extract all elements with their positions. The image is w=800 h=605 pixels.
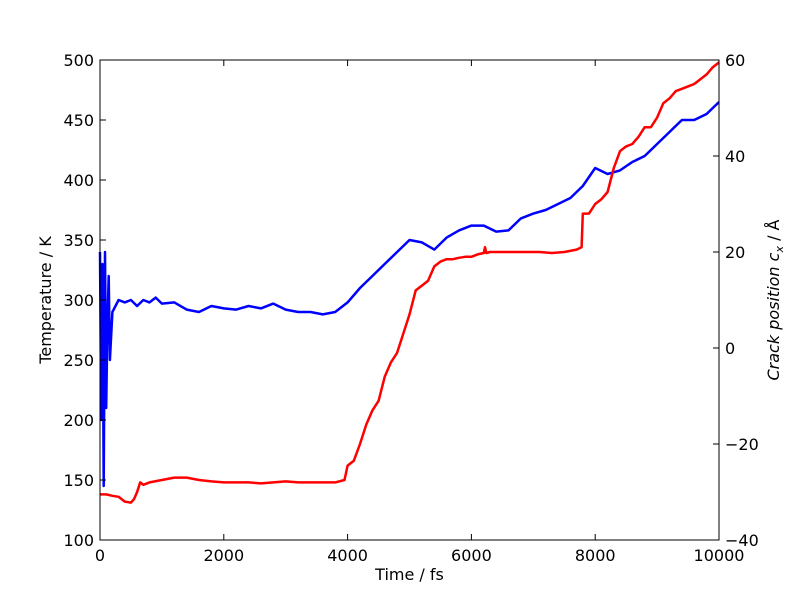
y-left-tick-label: 100: [63, 531, 94, 550]
x-axis-ticks: 0 2000 4000 6000 8000 10000: [95, 60, 745, 565]
y-right-axis-title: Crack position cx / Å: [764, 219, 786, 380]
y-right-tick-label: 0: [725, 339, 735, 358]
x-tick-label: 2000: [203, 546, 244, 565]
y-left-tick-label: 150: [63, 471, 94, 490]
y-right-title-main: Crack position c: [764, 252, 783, 380]
y-right-tick-label: 40: [725, 147, 745, 166]
y-left-tick-label: 350: [63, 231, 94, 250]
plot-series-layer: [98, 61, 720, 504]
series-line-crack-position: [100, 61, 720, 504]
y-right-tick-label: −40: [725, 531, 759, 550]
y-right-title-subscript: x: [773, 246, 786, 254]
x-axis-title: Time / fs: [374, 565, 444, 584]
y-left-axis-ticks: 100 150 200 250 300 350 400 450 500: [63, 51, 106, 550]
x-tick-label: 8000: [575, 546, 616, 565]
x-tick-label: 6000: [451, 546, 492, 565]
y-left-tick-label: 200: [63, 411, 94, 430]
y-right-axis-ticks: −40 −20 0 20 40 60: [713, 51, 759, 550]
y-right-title-unit: / Å: [764, 219, 783, 246]
y-left-tick-label: 300: [63, 291, 94, 310]
y-left-tick-label: 400: [63, 171, 94, 190]
x-tick-label: 0: [95, 546, 105, 565]
y-left-axis-title: Temperature / K: [36, 236, 55, 365]
y-right-tick-label: 60: [725, 51, 745, 70]
y-left-tick-label: 450: [63, 111, 94, 130]
x-tick-label: 10000: [694, 546, 745, 565]
series-line-temperature: [98, 101, 720, 488]
y-right-tick-label: −20: [725, 435, 759, 454]
y-left-tick-label: 250: [63, 351, 94, 370]
y-right-tick-label: 20: [725, 243, 745, 262]
x-tick-label: 4000: [327, 546, 368, 565]
y-left-tick-label: 500: [63, 51, 94, 70]
plot-frame: [99, 59, 720, 541]
